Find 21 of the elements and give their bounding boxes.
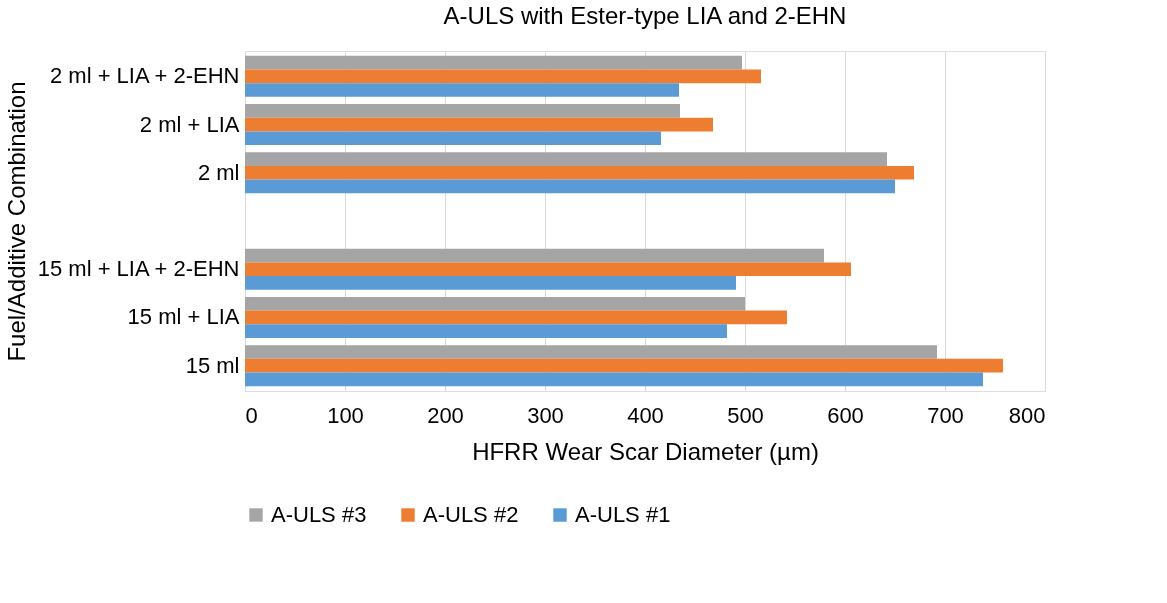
x-tick-label: 200 <box>427 402 464 428</box>
y-tick-label: 15 ml <box>185 352 240 378</box>
legend-label: A-ULS #3 <box>271 502 367 527</box>
x-tick-label: 0 <box>245 402 258 428</box>
y-tick-label: 15 ml + LIA + 2-EHN <box>37 256 240 282</box>
y-axis-title: Fuel/Additive Combination <box>2 81 30 362</box>
x-axis-title: HFRR Wear Scar Diameter (µm) <box>472 437 819 465</box>
x-tick-label: 400 <box>627 402 664 428</box>
chart-title: A-ULS with Ester-type LIA and 2-EHN <box>443 2 847 29</box>
x-tick-label: 500 <box>727 402 764 428</box>
y-tick-label: 2 ml + LIA <box>139 111 240 137</box>
legend-label: A-ULS #2 <box>423 502 519 527</box>
x-tick-label: 700 <box>927 402 964 428</box>
x-tick-label: 300 <box>527 402 564 428</box>
y-tick-label: 2 ml <box>197 159 240 185</box>
x-tick-label: 800 <box>1008 402 1046 428</box>
y-tick-label: 2 ml + LIA + 2-EHN <box>49 63 240 89</box>
x-tick-label: 100 <box>327 402 364 428</box>
legend-label: A-ULS #1 <box>575 502 671 527</box>
x-tick-label: 600 <box>827 402 864 428</box>
y-tick-label: 15 ml + LIA <box>127 304 240 330</box>
